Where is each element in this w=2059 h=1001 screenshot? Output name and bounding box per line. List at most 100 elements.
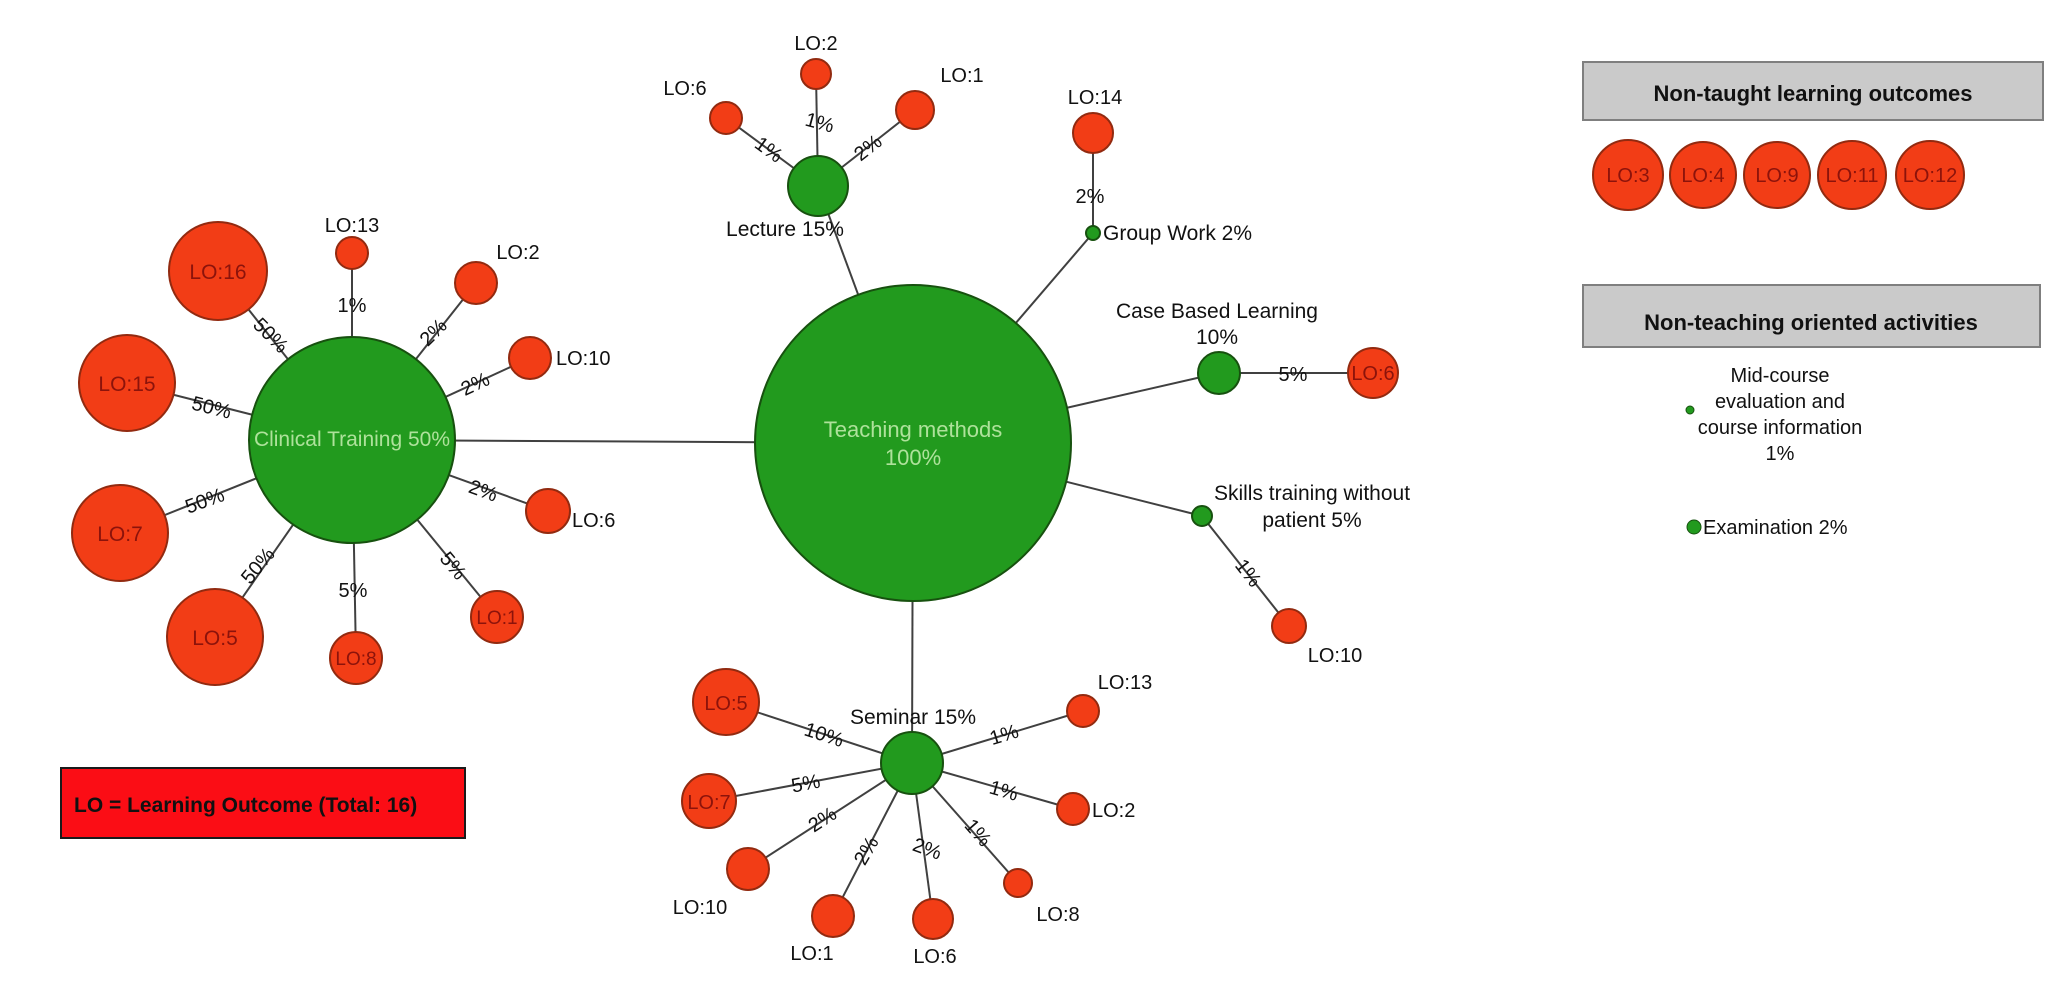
node-label-skl: patient 5% — [1262, 509, 1361, 532]
node-s6 — [912, 898, 954, 940]
activity-label-1: evaluation and — [1715, 391, 1845, 413]
node-label-c16: LO:16 — [189, 261, 246, 284]
node-c6 — [525, 488, 571, 534]
node-label-s13: LO:13 — [1098, 672, 1152, 694]
node-tm — [754, 284, 1072, 602]
edge-label-sem-s7: 5% — [790, 771, 823, 798]
edge-label-gw-g14: 2% — [1076, 186, 1105, 208]
node-skl — [1191, 505, 1213, 527]
node-c1 — [470, 590, 524, 644]
edge-label-sem-s5: 10% — [801, 719, 846, 752]
node-label-c15: LO:15 — [98, 373, 155, 396]
edge-label-sem-s8: 1% — [960, 815, 996, 851]
node-label-gw: Group Work 2% — [1103, 222, 1252, 245]
edge-label-ct-c16: 50% — [248, 314, 292, 358]
node-label-tm: Teaching methods — [824, 417, 1003, 442]
node-label-s7: LO:7 — [687, 792, 730, 814]
edge-skl-sk10 — [1201, 515, 1290, 627]
node-label-le2: LO:2 — [794, 33, 837, 55]
node-c15 — [78, 334, 176, 432]
panel-header-1 — [1582, 61, 2044, 121]
node-label-g14: LO:14 — [1068, 87, 1122, 109]
node-label-s1: LO:1 — [790, 943, 833, 965]
node-label-s6: LO:6 — [913, 946, 956, 968]
activity-label-1: 1% — [1766, 443, 1795, 465]
node-c7 — [71, 484, 169, 582]
node-lec — [787, 155, 849, 217]
node-label-le6: LO:6 — [663, 78, 706, 100]
node-p4 — [1669, 141, 1737, 209]
activity-dot-2 — [1686, 519, 1702, 535]
node-s8 — [1003, 868, 1033, 898]
node-label-p9: LO:9 — [1755, 165, 1798, 187]
node-label-c13: LO:13 — [325, 215, 379, 237]
edge-label-cbl-cb6: 5% — [1279, 364, 1308, 386]
panel-header-2 — [1582, 284, 2041, 348]
node-ct — [248, 336, 456, 544]
edge-label-sem-s2: 1% — [987, 777, 1021, 806]
edge-label-ct-c7: 50% — [182, 484, 227, 518]
node-le1 — [895, 90, 935, 130]
node-p3 — [1592, 139, 1664, 211]
node-label-cbl: Case Based Learning — [1116, 300, 1318, 323]
node-s10 — [726, 847, 770, 891]
edge-label-ct-c13: 1% — [338, 295, 367, 317]
node-label-p12: LO:12 — [1903, 165, 1957, 187]
node-label-s5: LO:5 — [704, 693, 747, 715]
node-c13 — [335, 236, 369, 270]
node-c16 — [168, 221, 268, 321]
node-sk10 — [1271, 608, 1307, 644]
node-label-cbl: 10% — [1196, 326, 1238, 349]
node-label-p3: LO:3 — [1606, 165, 1649, 187]
node-s5 — [692, 668, 760, 736]
edge-label-lec-le2: 1% — [803, 109, 837, 138]
activity-dot-1 — [1685, 405, 1695, 415]
edge-label-sem-s10: 2% — [805, 803, 841, 837]
edge-label-ct-c5: 50% — [237, 544, 280, 589]
panel-header-title-2: Non-teaching oriented activities — [1644, 310, 1978, 335]
edge-label-ct-c10: 2% — [458, 368, 494, 400]
edge-label-sem-s6: 2% — [910, 834, 945, 865]
node-label-s8: LO:8 — [1036, 904, 1079, 926]
panel-header-title-1: Non-taught learning outcomes — [1654, 81, 1973, 106]
node-label-c7: LO:7 — [97, 523, 143, 546]
node-g14 — [1072, 112, 1114, 154]
node-label-s2: LO:2 — [1092, 800, 1135, 822]
edge-label-skl-sk10: 1% — [1230, 555, 1265, 591]
node-p12 — [1895, 140, 1965, 210]
activity-label-1: Mid-course — [1731, 365, 1830, 387]
edge-label-ct-c8: 5% — [339, 580, 368, 602]
node-s1 — [811, 894, 855, 938]
legend-text: LO = Learning Outcome (Total: 16) — [74, 794, 417, 817]
node-le6 — [709, 101, 743, 135]
edge-label-sem-s1: 2% — [850, 833, 884, 869]
node-label-ct: Clinical Training 50% — [254, 428, 450, 451]
node-p9 — [1743, 141, 1811, 209]
node-s2 — [1056, 792, 1090, 826]
node-label-c10: LO:10 — [556, 348, 610, 370]
node-label-sk10: LO:10 — [1308, 645, 1362, 667]
node-label-c8: LO:8 — [335, 649, 376, 670]
edge-label-sem-s13: 1% — [987, 720, 1021, 750]
legend-box — [60, 767, 466, 839]
node-c5 — [166, 588, 264, 686]
node-label-lec: Lecture 15% — [726, 218, 844, 241]
node-s13 — [1066, 694, 1100, 728]
node-sem — [880, 731, 944, 795]
node-label-c5: LO:5 — [192, 627, 238, 650]
node-p11 — [1817, 140, 1887, 210]
edge-label-lec-le6: 1% — [750, 133, 786, 168]
node-label-s10: LO:10 — [673, 897, 727, 919]
edge-sem-s10 — [747, 762, 913, 870]
node-label-p4: LO:4 — [1681, 165, 1724, 187]
node-c10 — [508, 336, 552, 380]
node-label-sem: Seminar 15% — [850, 706, 976, 729]
activity-label-1: course information — [1698, 417, 1863, 439]
edge-label-ct-c15: 50% — [189, 393, 233, 424]
node-cbl — [1197, 351, 1241, 395]
node-label-skl: Skills training without — [1214, 482, 1410, 505]
node-label-c1: LO:1 — [476, 608, 517, 629]
node-label-tm: 100% — [885, 445, 941, 470]
